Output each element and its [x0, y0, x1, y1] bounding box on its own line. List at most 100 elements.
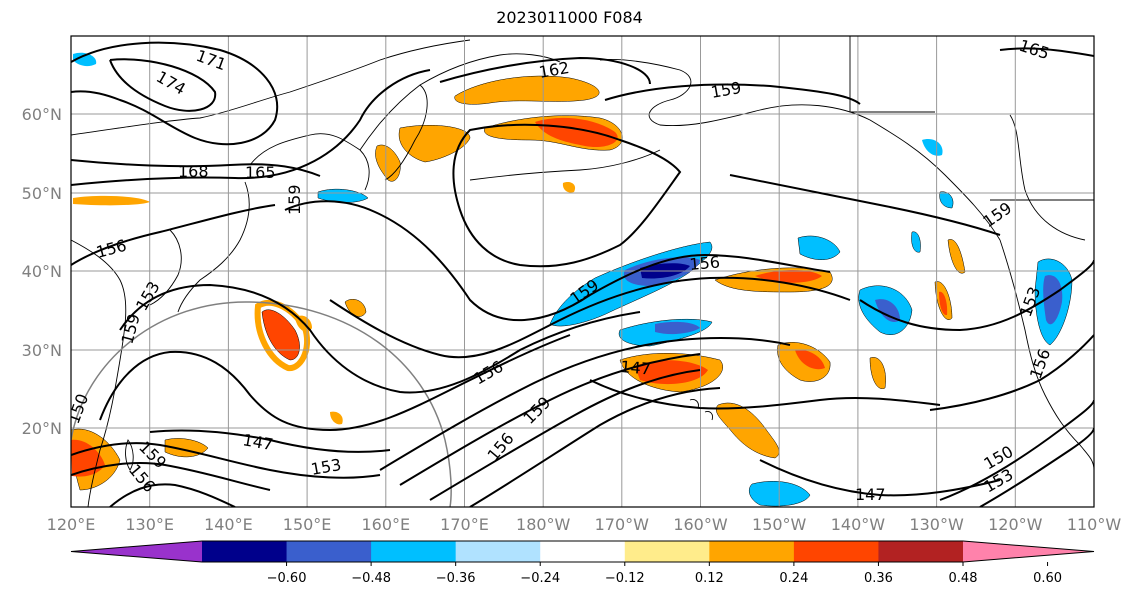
coast-korea: [149, 229, 182, 306]
colorbar-tick-label: −0.48: [351, 571, 391, 586]
contour-159-loop: [452, 123, 682, 268]
contour-sw-3: [109, 483, 236, 507]
shade-warm-ws-pacific: [261, 309, 300, 361]
contour-label: 156: [689, 252, 721, 274]
contour-east-156: [859, 259, 1094, 332]
shade-warm-east-5: [947, 239, 966, 274]
lon-label: 110°W: [1067, 515, 1122, 534]
contour-sw-1: [71, 442, 381, 479]
colorbar-segment: [371, 541, 457, 562]
shade-warm-small-3: [330, 411, 343, 425]
contour-165: [71, 69, 431, 186]
contour-171: [71, 41, 279, 146]
colorbar-outline: [70, 540, 1095, 563]
coast-chukotka: [419, 53, 561, 86]
lat-label: 40°N: [22, 262, 62, 281]
lon-label: 150°W: [752, 515, 807, 534]
shade-warm-small-4: [562, 182, 576, 193]
contour-153: [119, 283, 641, 394]
lon-label: 120°W: [988, 515, 1043, 534]
contour-jet-4: [469, 387, 721, 507]
lat-label: 20°N: [22, 419, 62, 438]
colorbar-segment: [793, 541, 879, 562]
contour-174: [109, 58, 217, 112]
contour-east-159: [729, 174, 1001, 236]
contour-label: 147: [855, 485, 886, 504]
lon-label: 130°W: [909, 515, 964, 534]
contour-159-n: [604, 83, 861, 105]
lat-label: 60°N: [22, 105, 62, 124]
coast-alaska: [599, 59, 1001, 241]
contour-east-147: [759, 459, 1001, 497]
lon-label: 180°W: [516, 515, 571, 534]
contour-147: [149, 429, 391, 453]
lon-label: 170°E: [440, 515, 489, 534]
shade-warm-east-2: [716, 402, 780, 459]
colorbar-segment: [709, 541, 795, 562]
border-alaska: [849, 36, 935, 113]
lat-label: 50°N: [22, 184, 62, 203]
contour-east-150: [939, 399, 1094, 501]
colorbar-segment: [878, 541, 964, 562]
contour-147-e: [589, 379, 941, 410]
colorbar-tick-label: 0.12: [695, 571, 724, 586]
map-border: [70, 35, 1095, 508]
colorbar-segment: [540, 541, 626, 562]
lon-labels: 120°E 130°E 140°E 150°E 160°E 170°E 180°…: [47, 515, 1122, 534]
contour-label: 159: [285, 184, 304, 215]
shade-cold-nw: [73, 52, 97, 67]
map-content: 171 174 168 165 159 162 159 165 156 159 …: [71, 36, 1094, 507]
colorbar-tick-label: −0.24: [520, 571, 560, 586]
lon-label: 120°E: [47, 515, 96, 534]
contour-jet-1: [379, 336, 791, 471]
shaded-regions: [71, 52, 1073, 507]
lon-label: 150°E: [283, 515, 332, 534]
contour-sw-2: [71, 462, 271, 491]
contour-162-n: [439, 56, 651, 85]
contour-159-main: [284, 200, 831, 321]
contour-label: 165: [245, 163, 276, 182]
colorbar-segment: [286, 541, 372, 562]
coast-na-inner: [1009, 114, 1086, 241]
shade-hot-east-4: [939, 291, 948, 316]
coast-taiwan: [125, 439, 134, 471]
shade-warm-bering-1: [454, 75, 600, 105]
coastlines: [71, 36, 1094, 507]
colorbar-tick-label: 0.60: [1033, 571, 1062, 586]
colorbar-segment: [202, 541, 288, 562]
lon-label: 170°W: [595, 515, 650, 534]
lon-label: 130°E: [125, 515, 174, 534]
lon-label: 140°E: [204, 515, 253, 534]
colorbar-tick-label: −0.36: [436, 571, 476, 586]
lon-label: 160°E: [361, 515, 410, 534]
contour-156-w: [71, 204, 276, 266]
contour-jet-2: [399, 353, 701, 486]
shade-cold-coast-2: [1043, 275, 1063, 325]
lat-label: 30°N: [22, 341, 62, 360]
colorbar: −0.60 −0.48 −0.36 −0.24 −0.12 0.12 0.24 0.36 0.4…: [70, 540, 1095, 586]
colorbar-extension-high: [963, 541, 1094, 562]
shade-cold-canada: [922, 139, 943, 156]
shade-cold-small-1: [911, 231, 921, 253]
shade-cold-east-2: [875, 299, 900, 322]
lat-labels: 20°N 30°N 40°N 50°N 60°N: [22, 105, 62, 438]
colorbar-tick-label: 0.36: [864, 571, 893, 586]
shade-warm-yellowsea: [73, 195, 150, 206]
colorbar-extension-low: [71, 541, 202, 562]
map-title: 2023011000 F084: [496, 8, 643, 27]
coast-aleutians: [469, 149, 661, 181]
shade-hot-mid-pacific: [755, 270, 822, 283]
contour-east-153b: [929, 334, 1094, 411]
contour-label: 168: [178, 162, 209, 181]
colorbar-segment: [624, 541, 710, 562]
coast-na-west: [999, 239, 1094, 471]
contour-label: 147: [620, 357, 652, 379]
shade-hot-subtropic: [635, 360, 708, 385]
colorbar-segment: [455, 541, 541, 562]
contour-165-ne: [999, 47, 1094, 57]
colorbar-tick-label: −0.12: [605, 571, 645, 586]
colorbar-tick-label: 0.24: [779, 571, 808, 586]
contour-150: [99, 334, 571, 432]
colorbar-tick-label: 0.48: [949, 571, 978, 586]
